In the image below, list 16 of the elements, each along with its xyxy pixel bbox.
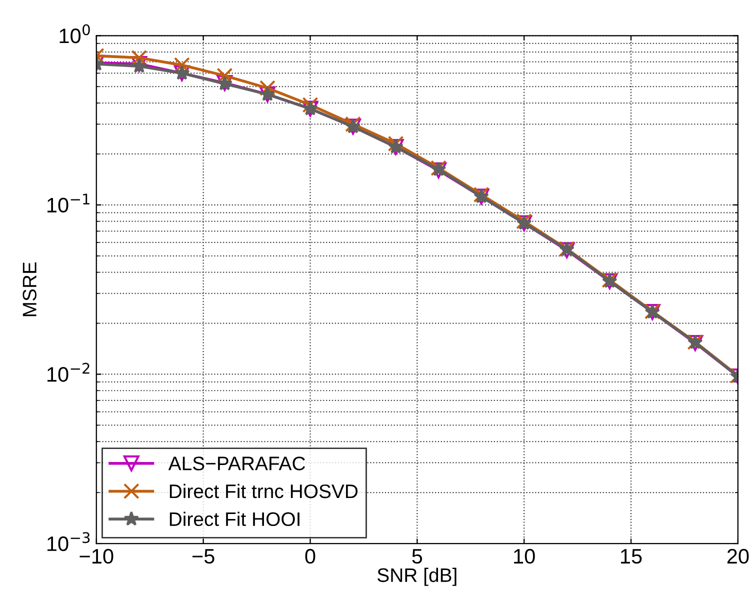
y-tick-label: 10$^{−3}$ <box>47 532 90 552</box>
x-tick-label: −10 <box>80 548 114 564</box>
x-tick-label: 10 <box>514 548 535 564</box>
y-axis-title: MSRE <box>22 262 36 316</box>
x-tick-label: −5 <box>192 549 214 564</box>
x-tick-label: 15 <box>621 549 642 564</box>
y-tick-label: 10$^{−2}$ <box>47 362 90 382</box>
x-tick-label: 20 <box>727 548 749 564</box>
x-axis-title: SNR [dB] <box>378 568 456 586</box>
y-tick-label: 10$^{−1}$ <box>47 194 90 213</box>
legend-label: Direct Fit trnc HOSVD <box>170 484 358 498</box>
legend-label: ALS−PARAFAC <box>168 456 306 470</box>
y-tick-label: 10$^{0}$ <box>60 24 90 44</box>
x-tick-label: 0 <box>305 548 316 564</box>
legend-label: Direct Fit HOOI <box>170 512 300 526</box>
x-tick-label: 5 <box>412 549 422 564</box>
